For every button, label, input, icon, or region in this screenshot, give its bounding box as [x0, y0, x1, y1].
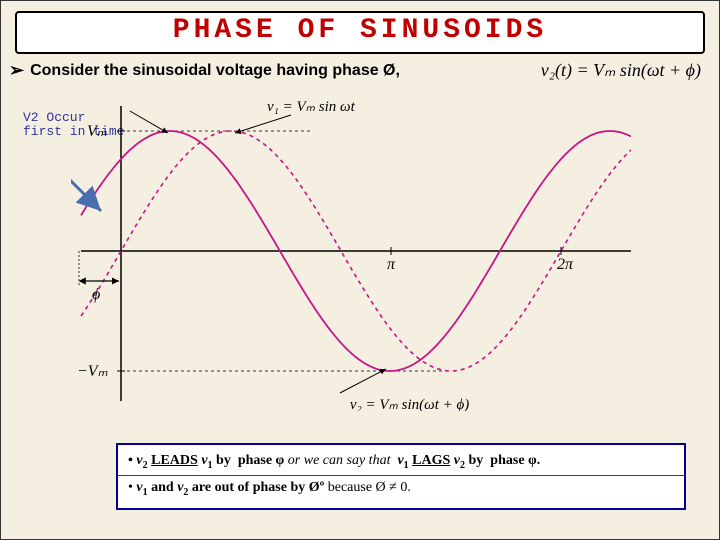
bullet-row: ➢ Consider the sinusoidal voltage having…: [9, 60, 701, 81]
page-title: PHASE OF SINUSOIDS: [173, 15, 547, 46]
sinusoid-chart: Vₘ−Vₘπ2πωtϕv₁ = Vₘ sin ωtv₂ = Vₘ sin(ωt …: [71, 91, 631, 411]
bullet-glyph: ➢: [9, 60, 24, 81]
svg-text:ϕ: ϕ: [92, 286, 100, 303]
svg-text:Vₘ: Vₘ: [87, 123, 107, 140]
notes-box: • v2 LEADS v1 by phase φ or we can say t…: [116, 443, 686, 510]
note-line-1: • v2 LEADS v1 by phase φ or we can say t…: [128, 453, 674, 471]
svg-text:2π: 2π: [557, 256, 574, 273]
bullet-text: Consider the sinusoidal voltage having p…: [30, 62, 400, 80]
title-box: PHASE OF SINUSOIDS: [15, 11, 705, 54]
svg-text:−Vₘ: −Vₘ: [77, 363, 108, 380]
notes-divider: [118, 475, 684, 476]
svg-text:π: π: [387, 256, 396, 273]
top-equation: v₂(t) = Vₘ sin(ωt + ϕ): [541, 60, 701, 81]
chart-svg: Vₘ−Vₘπ2πωtϕv₁ = Vₘ sin ωtv₂ = Vₘ sin(ωt …: [71, 91, 631, 411]
svg-text:v₁ = Vₘ sin ωt: v₁ = Vₘ sin ωt: [267, 99, 356, 115]
note-line-2: • v1 and v2 are out of phase by Øº becau…: [128, 480, 674, 498]
svg-text:v₂ = Vₘ sin(ωt + ϕ): v₂ = Vₘ sin(ωt + ϕ): [350, 397, 469, 411]
